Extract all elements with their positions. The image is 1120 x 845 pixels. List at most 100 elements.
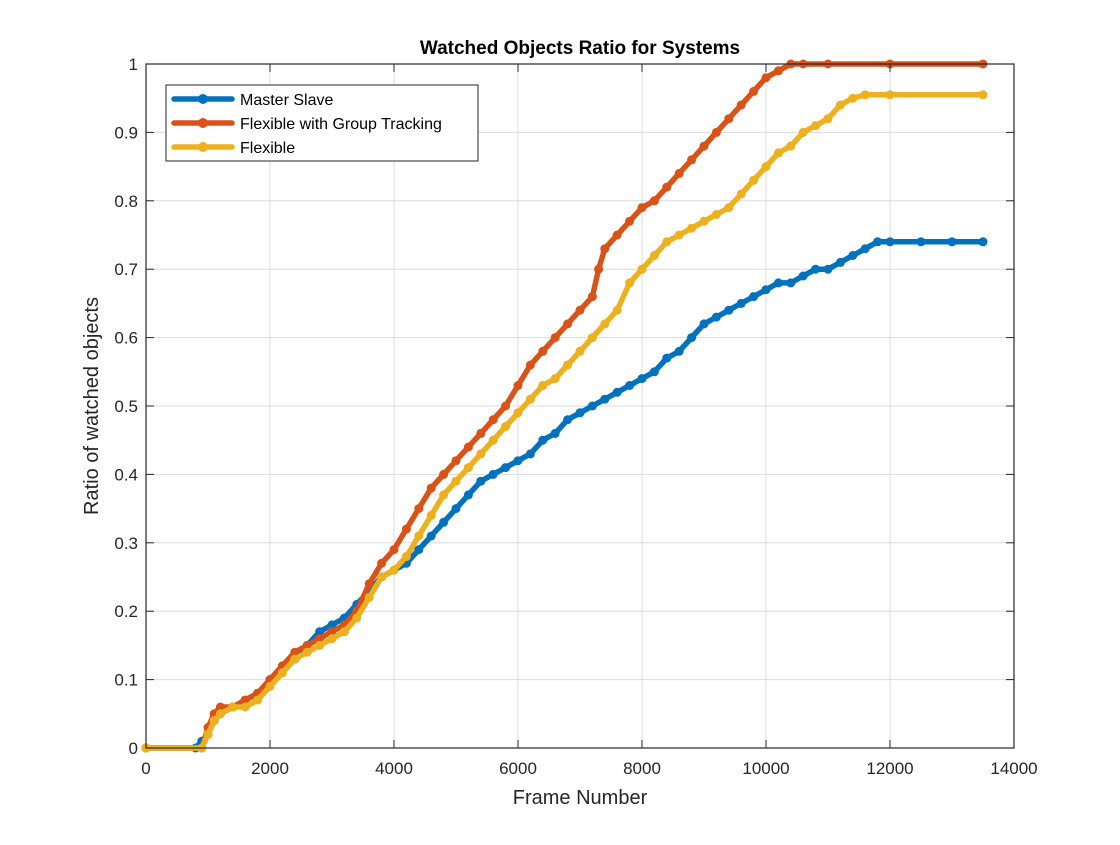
data-point — [587, 333, 597, 343]
data-point — [513, 408, 523, 418]
data-point — [538, 346, 548, 356]
legend-label: Flexible — [240, 140, 295, 157]
y-axis-label: Ratio of watched objects — [81, 297, 103, 515]
x-tick-label: 14000 — [990, 759, 1037, 778]
data-point — [674, 346, 684, 356]
data-point — [724, 114, 734, 124]
data-point — [625, 278, 635, 288]
data-point — [451, 476, 461, 486]
data-point — [835, 257, 845, 267]
data-point — [699, 319, 709, 329]
data-point — [761, 285, 771, 295]
x-axis-label: Frame Number — [513, 787, 648, 809]
data-point — [327, 634, 337, 644]
data-point — [612, 387, 622, 397]
data-point — [327, 620, 337, 630]
data-point — [711, 312, 721, 322]
data-point — [724, 305, 734, 315]
data-point — [315, 627, 325, 637]
data-point — [699, 216, 709, 226]
data-point — [215, 709, 225, 719]
data-point — [476, 476, 486, 486]
data-point — [873, 237, 883, 247]
data-point — [228, 702, 238, 712]
data-point — [662, 182, 672, 192]
series-2 — [141, 90, 988, 753]
legend-marker — [198, 118, 208, 128]
data-point — [978, 90, 988, 100]
data-point — [414, 545, 424, 555]
y-tick-label: 0.8 — [114, 192, 138, 211]
data-point — [811, 264, 821, 274]
data-point — [215, 702, 225, 712]
data-point — [724, 203, 734, 213]
data-point — [265, 681, 275, 691]
data-point — [835, 100, 845, 110]
data-point — [649, 367, 659, 377]
x-tick-label: 2000 — [251, 759, 289, 778]
data-point — [389, 565, 399, 575]
data-point — [563, 415, 573, 425]
x-tick-label: 6000 — [499, 759, 537, 778]
data-point — [538, 435, 548, 445]
data-point — [209, 716, 219, 726]
data-point — [600, 319, 610, 329]
data-point — [575, 305, 585, 315]
data-point — [575, 408, 585, 418]
data-point — [916, 237, 926, 247]
data-point — [587, 292, 597, 302]
data-point — [414, 531, 424, 541]
y-tick-label: 0.1 — [114, 671, 138, 690]
data-point — [625, 381, 635, 390]
data-point — [749, 175, 759, 185]
data-point — [290, 654, 300, 664]
data-point — [711, 210, 721, 219]
data-point — [401, 524, 411, 534]
data-point — [327, 627, 337, 637]
data-point — [488, 415, 498, 425]
data-point — [563, 319, 573, 329]
y-tick-label: 1 — [129, 55, 138, 74]
data-point — [389, 545, 399, 555]
x-tick-label: 4000 — [375, 759, 413, 778]
data-point — [550, 374, 560, 384]
data-point — [563, 360, 573, 370]
data-point — [302, 640, 312, 650]
data-point — [699, 141, 709, 151]
data-point — [377, 558, 387, 568]
data-point — [761, 162, 771, 172]
data-point — [315, 640, 325, 650]
series-group — [141, 59, 988, 753]
data-point — [649, 196, 659, 206]
data-point — [501, 401, 511, 411]
data-point — [736, 100, 746, 110]
y-tick-label: 0.5 — [114, 397, 138, 416]
y-tick-label: 0.2 — [114, 602, 138, 621]
data-point — [625, 216, 635, 226]
data-point — [476, 449, 486, 459]
data-point — [674, 230, 684, 240]
data-point — [848, 251, 858, 260]
data-point — [612, 305, 622, 315]
data-point — [823, 114, 833, 124]
data-point — [451, 504, 461, 514]
data-point — [315, 634, 325, 644]
data-point — [290, 647, 300, 657]
data-point — [339, 627, 349, 637]
data-point — [587, 401, 597, 411]
data-point — [798, 271, 808, 281]
data-point — [687, 333, 697, 343]
data-point — [575, 346, 585, 356]
data-point — [525, 360, 535, 370]
data-point — [377, 572, 387, 582]
data-point — [798, 127, 808, 137]
data-point — [594, 264, 604, 274]
data-point — [600, 394, 610, 404]
data-point — [525, 394, 535, 404]
data-point — [860, 90, 870, 100]
data-point — [513, 456, 523, 466]
ticks: 0 2000 4000 6000 8000 10000 12000 14000 0 0.1 0.2 0… — [114, 55, 1037, 778]
data-point — [401, 552, 411, 561]
data-point — [662, 353, 672, 363]
x-tick-label: 8000 — [623, 759, 661, 778]
